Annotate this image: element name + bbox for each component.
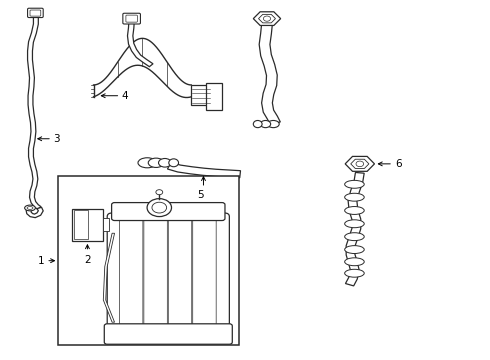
Ellipse shape bbox=[268, 121, 279, 128]
FancyBboxPatch shape bbox=[104, 324, 232, 344]
Ellipse shape bbox=[24, 205, 35, 211]
Polygon shape bbox=[168, 162, 241, 178]
Text: 1: 1 bbox=[38, 256, 45, 266]
Ellipse shape bbox=[344, 193, 364, 201]
Ellipse shape bbox=[344, 246, 364, 253]
Polygon shape bbox=[26, 207, 43, 218]
Bar bbox=[206, 83, 221, 110]
Bar bbox=[72, 209, 103, 241]
Circle shape bbox=[152, 202, 167, 213]
Ellipse shape bbox=[159, 158, 171, 167]
Text: 6: 6 bbox=[395, 159, 402, 169]
Circle shape bbox=[356, 161, 364, 167]
Bar bbox=[74, 211, 88, 239]
Bar bbox=[58, 176, 239, 345]
Ellipse shape bbox=[344, 180, 364, 188]
FancyBboxPatch shape bbox=[112, 203, 225, 221]
Polygon shape bbox=[27, 17, 41, 209]
FancyBboxPatch shape bbox=[126, 15, 137, 22]
Circle shape bbox=[156, 190, 163, 195]
Circle shape bbox=[147, 199, 172, 217]
Polygon shape bbox=[103, 233, 115, 322]
Polygon shape bbox=[351, 159, 369, 168]
Polygon shape bbox=[127, 20, 153, 67]
Text: 2: 2 bbox=[84, 255, 91, 265]
Text: 3: 3 bbox=[53, 134, 60, 144]
Ellipse shape bbox=[344, 220, 364, 228]
Ellipse shape bbox=[138, 158, 157, 168]
Bar bbox=[103, 219, 109, 231]
Ellipse shape bbox=[27, 207, 33, 210]
FancyBboxPatch shape bbox=[123, 13, 141, 24]
Polygon shape bbox=[345, 172, 364, 286]
FancyBboxPatch shape bbox=[120, 219, 143, 326]
Polygon shape bbox=[259, 24, 280, 125]
Ellipse shape bbox=[253, 121, 262, 128]
Ellipse shape bbox=[344, 269, 364, 277]
Polygon shape bbox=[345, 156, 374, 171]
FancyBboxPatch shape bbox=[30, 10, 41, 16]
Ellipse shape bbox=[344, 258, 364, 266]
Text: 5: 5 bbox=[197, 190, 203, 200]
Ellipse shape bbox=[169, 159, 178, 167]
Ellipse shape bbox=[260, 121, 270, 128]
Text: 4: 4 bbox=[122, 91, 128, 101]
Polygon shape bbox=[259, 14, 275, 23]
Ellipse shape bbox=[148, 158, 164, 167]
Ellipse shape bbox=[344, 233, 364, 240]
FancyBboxPatch shape bbox=[193, 219, 216, 326]
FancyBboxPatch shape bbox=[144, 219, 167, 326]
Ellipse shape bbox=[344, 207, 364, 215]
FancyBboxPatch shape bbox=[107, 213, 229, 331]
Polygon shape bbox=[253, 12, 281, 26]
Bar bbox=[191, 85, 212, 105]
Circle shape bbox=[264, 16, 270, 21]
FancyBboxPatch shape bbox=[27, 8, 43, 18]
FancyBboxPatch shape bbox=[168, 219, 192, 326]
